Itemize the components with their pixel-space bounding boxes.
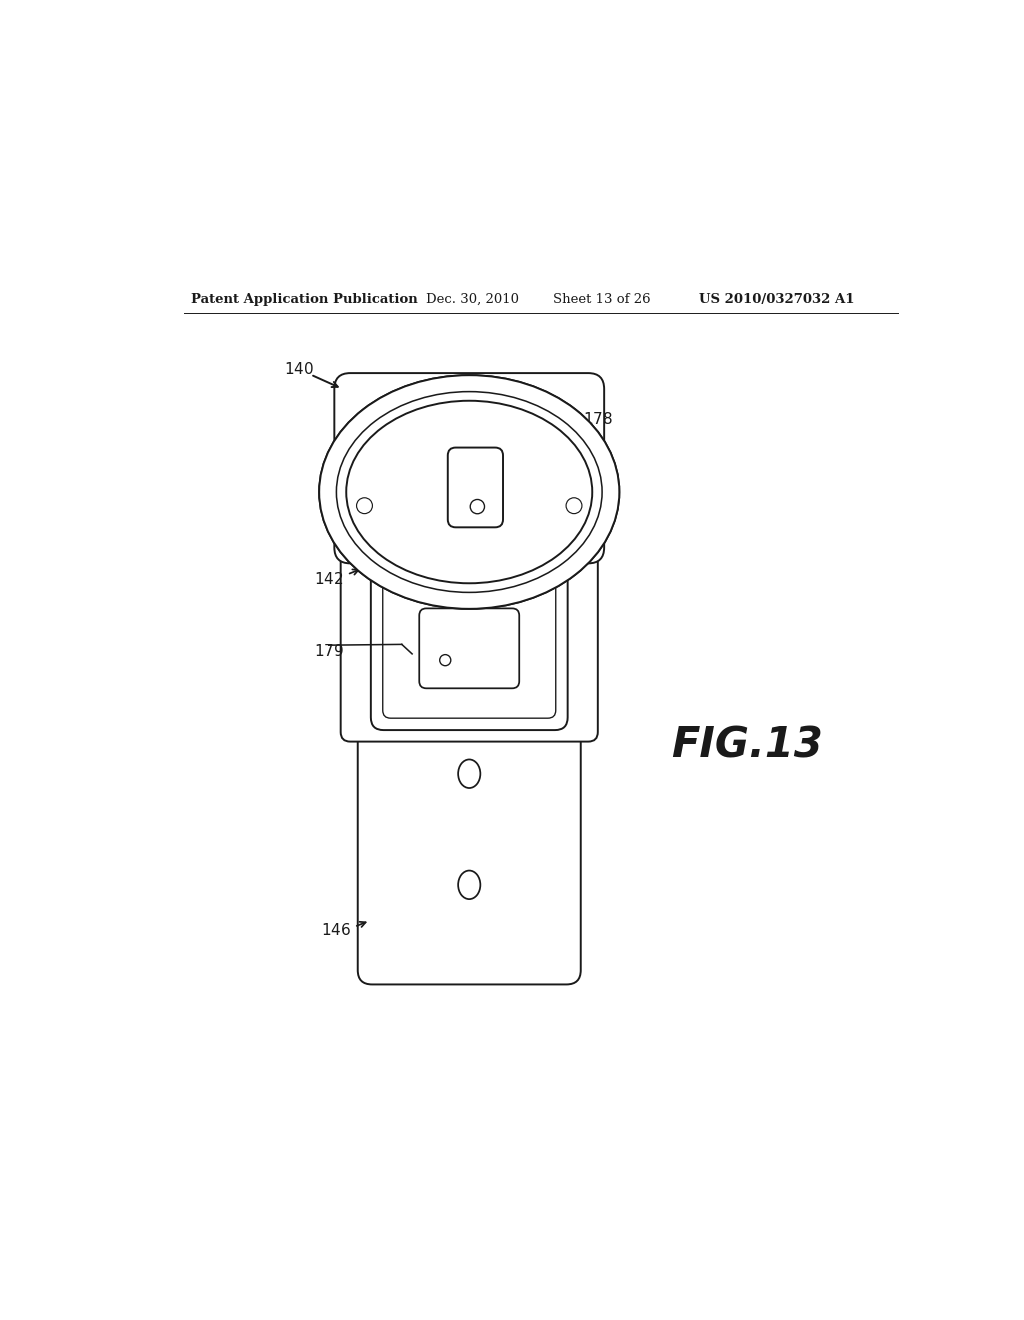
- FancyBboxPatch shape: [371, 556, 567, 730]
- Ellipse shape: [346, 401, 592, 583]
- Text: US 2010/0327032 A1: US 2010/0327032 A1: [699, 293, 855, 306]
- FancyBboxPatch shape: [383, 568, 556, 718]
- Text: $\mathit{142}$: $\mathit{142}$: [314, 572, 343, 587]
- Ellipse shape: [337, 392, 602, 593]
- Ellipse shape: [458, 871, 480, 899]
- Ellipse shape: [319, 375, 620, 609]
- Ellipse shape: [319, 375, 620, 609]
- Ellipse shape: [346, 401, 592, 583]
- Text: $\mathit{179}$: $\mathit{179}$: [313, 643, 344, 659]
- Text: $\mathit{146}$: $\mathit{146}$: [321, 923, 351, 939]
- Text: $\mathit{140}$: $\mathit{140}$: [284, 360, 313, 378]
- Circle shape: [470, 499, 484, 513]
- Ellipse shape: [337, 392, 602, 593]
- Text: Sheet 13 of 26: Sheet 13 of 26: [553, 293, 650, 306]
- FancyBboxPatch shape: [447, 447, 503, 527]
- FancyBboxPatch shape: [357, 675, 581, 985]
- FancyBboxPatch shape: [419, 609, 519, 688]
- Circle shape: [356, 498, 373, 513]
- Ellipse shape: [458, 759, 480, 788]
- FancyBboxPatch shape: [334, 374, 604, 564]
- Circle shape: [566, 498, 582, 513]
- FancyBboxPatch shape: [341, 536, 598, 742]
- Text: FIG.13: FIG.13: [672, 725, 823, 767]
- Text: Patent Application Publication: Patent Application Publication: [191, 293, 418, 306]
- Text: $\mathit{178}$: $\mathit{178}$: [583, 411, 612, 426]
- Text: Dec. 30, 2010: Dec. 30, 2010: [426, 293, 518, 306]
